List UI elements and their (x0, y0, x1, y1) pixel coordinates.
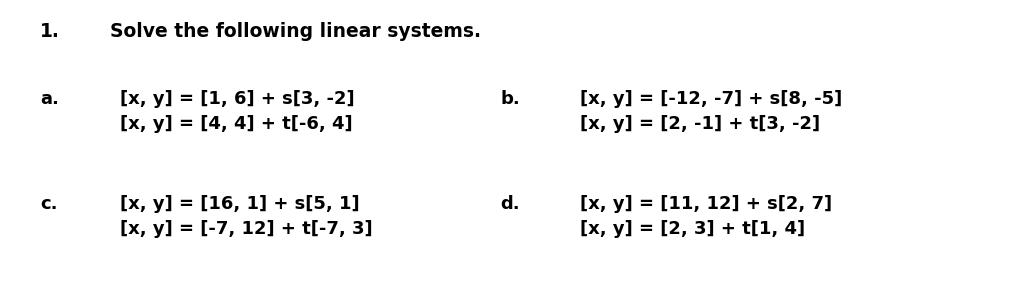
Text: [x, y] = [4, 4] + t[-6, 4]: [x, y] = [4, 4] + t[-6, 4] (120, 115, 352, 133)
Text: [x, y] = [2, -1] + t[3, -2]: [x, y] = [2, -1] + t[3, -2] (580, 115, 821, 133)
Text: 1.: 1. (40, 22, 60, 41)
Text: [x, y] = [-7, 12] + t[-7, 3]: [x, y] = [-7, 12] + t[-7, 3] (120, 220, 373, 238)
Text: a.: a. (40, 90, 59, 108)
Text: Solve the following linear systems.: Solve the following linear systems. (110, 22, 480, 41)
Text: b.: b. (500, 90, 520, 108)
Text: [x, y] = [11, 12] + s[2, 7]: [x, y] = [11, 12] + s[2, 7] (580, 195, 832, 213)
Text: c.: c. (40, 195, 57, 213)
Text: d.: d. (500, 195, 519, 213)
Text: [x, y] = [16, 1] + s[5, 1]: [x, y] = [16, 1] + s[5, 1] (120, 195, 359, 213)
Text: [x, y] = [1, 6] + s[3, -2]: [x, y] = [1, 6] + s[3, -2] (120, 90, 354, 108)
Text: [x, y] = [2, 3] + t[1, 4]: [x, y] = [2, 3] + t[1, 4] (580, 220, 805, 238)
Text: [x, y] = [-12, -7] + s[8, -5]: [x, y] = [-12, -7] + s[8, -5] (580, 90, 842, 108)
